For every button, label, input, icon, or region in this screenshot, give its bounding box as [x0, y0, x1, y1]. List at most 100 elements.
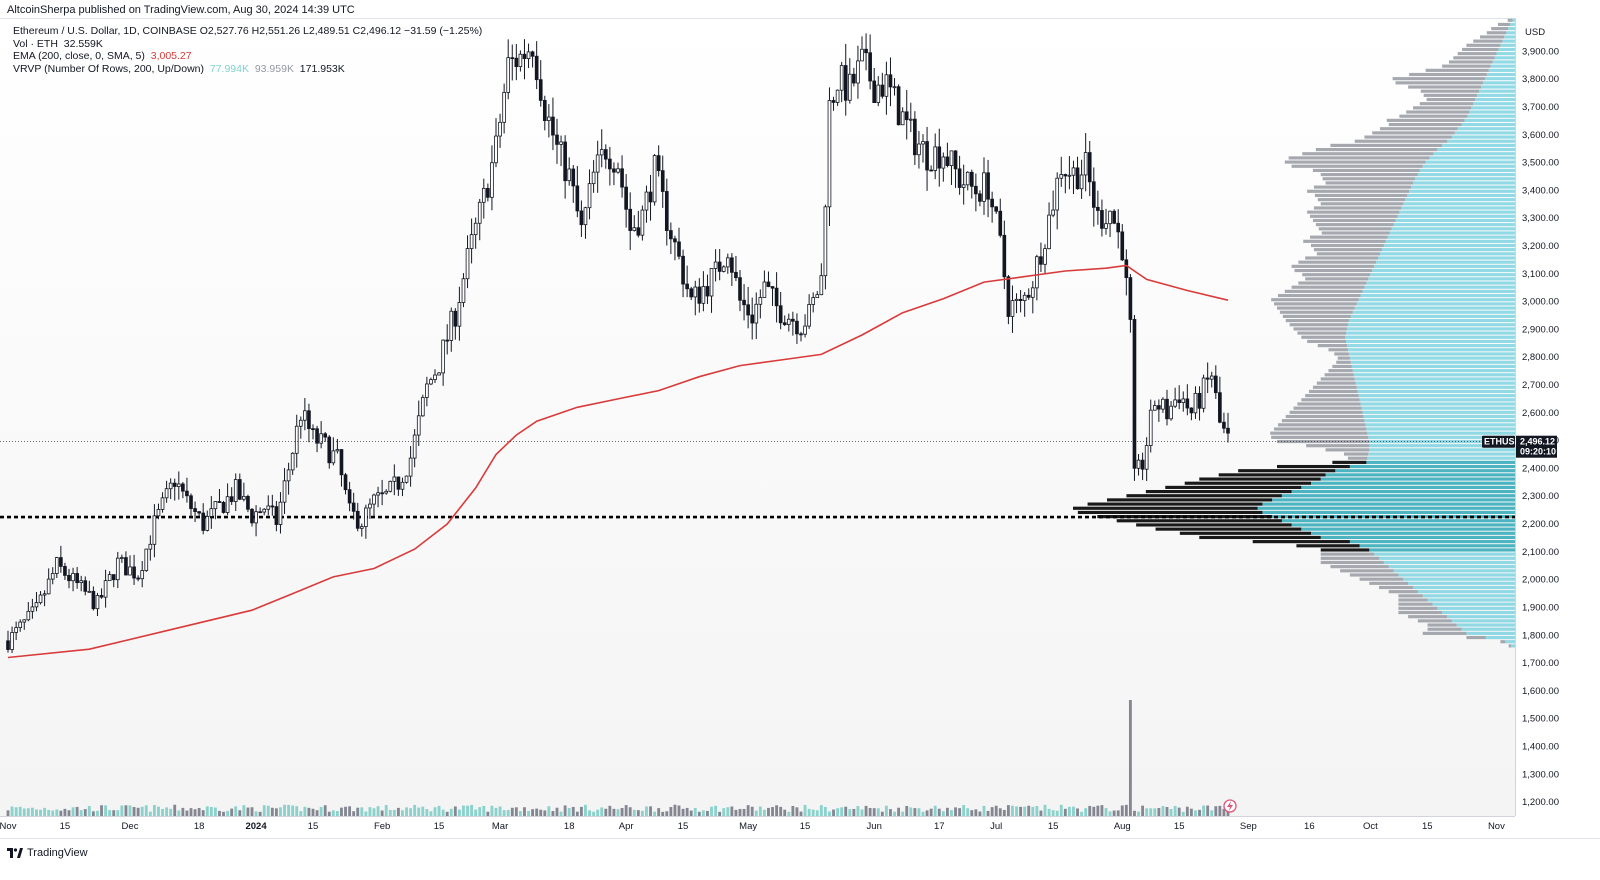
volume-profile-down-row — [1288, 156, 1430, 160]
volume-profile-down-row — [1313, 206, 1402, 210]
volume-profile-up-row — [1461, 122, 1515, 127]
candle-up — [1022, 294, 1027, 301]
candle-down — [791, 318, 795, 322]
volume-profile-up-row — [1422, 594, 1515, 598]
candle-down — [83, 580, 88, 592]
candle-down — [327, 436, 332, 464]
volume-profile-down-row — [1398, 594, 1423, 598]
candle-up — [856, 60, 860, 84]
volume-bar — [1112, 810, 1116, 816]
volume-bar — [266, 805, 270, 816]
volume-bar — [340, 807, 343, 816]
volume-profile-up-row — [1346, 327, 1515, 331]
volume-profile-down-row — [1270, 431, 1368, 435]
volume-bar — [201, 810, 205, 816]
volume-bar — [344, 806, 347, 816]
candle-down — [1116, 222, 1121, 233]
volume-profile-up-row — [1387, 235, 1515, 239]
candle-down — [522, 53, 527, 60]
volume-bar — [91, 811, 95, 816]
volume-profile-up-row — [1291, 489, 1515, 494]
price-axis-label: 1,200.00 — [1522, 797, 1559, 808]
candle-up — [884, 74, 889, 97]
candle-down — [852, 73, 856, 84]
price-axis-label: 1,400.00 — [1522, 741, 1559, 752]
candle-down — [603, 149, 608, 160]
candle-down — [63, 565, 67, 576]
volume-bar — [523, 807, 526, 816]
volume-bar — [1100, 805, 1104, 816]
volume-bar — [364, 811, 368, 816]
volume-bar — [1169, 809, 1173, 816]
candle-down — [738, 277, 742, 301]
volume-bar — [376, 806, 380, 816]
candle-down — [896, 86, 901, 126]
volume-bar — [994, 805, 998, 816]
volume-profile-up-row — [1358, 394, 1515, 398]
volume-bar — [860, 809, 864, 816]
tradingview-brand[interactable]: TradingView — [7, 847, 88, 859]
volume-bar — [685, 807, 689, 816]
volume-profile-down-row — [1344, 452, 1369, 456]
volume-profile-up-row — [1490, 64, 1515, 68]
candle-up — [1043, 248, 1047, 265]
volume-profile-up-row — [1345, 335, 1515, 339]
candle-down — [880, 84, 885, 97]
volume-bar — [567, 808, 571, 816]
time-axis-label: 15 — [678, 821, 689, 832]
volume-profile-down-row — [1318, 227, 1392, 231]
volume-profile-up-row — [1385, 239, 1515, 243]
legend-volume[interactable]: Vol · ETH 32.559K — [13, 38, 482, 51]
volume-profile-up-row — [1488, 68, 1515, 72]
candle-up — [827, 100, 832, 208]
volume-profile-down-row — [1462, 47, 1499, 52]
volume-profile-down-row — [1165, 485, 1302, 489]
candle-down — [937, 146, 942, 169]
volume-bar — [1002, 809, 1006, 816]
volume-profile-down-row — [1107, 498, 1273, 502]
legend-ema[interactable]: EMA (200, close, 0, SMA, 5) 3,005.27 — [13, 50, 482, 63]
volume-profile-down-row — [1296, 544, 1360, 548]
volume-bar — [14, 807, 18, 816]
volume-profile-up-row — [1393, 223, 1515, 227]
candle-up — [506, 57, 511, 93]
price-axis[interactable] — [1515, 18, 1600, 816]
candle-down — [274, 506, 279, 525]
candle-up — [1083, 152, 1088, 176]
candle-down — [656, 155, 661, 172]
candle-up — [762, 281, 767, 298]
candle-up — [376, 492, 380, 496]
volume-profile-down-row — [1480, 35, 1505, 39]
volume-bar — [401, 810, 404, 816]
candle-down — [742, 299, 746, 306]
volume-bar — [856, 806, 860, 816]
candle-down — [486, 187, 490, 198]
candle-down — [986, 172, 990, 200]
legend-vrvp-up: 77.994K — [209, 62, 249, 75]
last-price-tag-label: 2,496.12 — [1520, 437, 1555, 447]
time-axis[interactable] — [0, 816, 1515, 839]
tradingview-logo-icon — [7, 848, 23, 858]
volume-profile-up-row — [1427, 598, 1515, 602]
volume-profile-up-row — [1367, 456, 1515, 460]
volume-profile-up-row — [1505, 640, 1515, 644]
volume-bar — [307, 807, 311, 816]
chart-pane[interactable] — [0, 18, 1515, 817]
candle-down — [990, 198, 994, 208]
volume-profile-down-row — [1282, 314, 1351, 318]
price-axis-label: 1,900.00 — [1522, 602, 1559, 613]
candle-up — [892, 86, 897, 89]
legend-symbol-line[interactable]: Ethereum / U.S. Dollar, 1D, COINBASE O2,… — [13, 25, 483, 37]
volume-bar — [815, 810, 819, 816]
legend-vrvp[interactable]: VRVP (Number Of Rows, 200, Up/Down) 77.9… — [13, 63, 482, 76]
candle-up — [811, 297, 816, 305]
volume-bar — [59, 810, 63, 816]
time-axis-label: 15 — [1174, 821, 1185, 832]
candle-up — [632, 227, 637, 231]
candle-down — [315, 428, 319, 444]
volume-profile-down-row — [1320, 560, 1384, 565]
volume-profile-up-row — [1482, 81, 1515, 85]
candle-down — [705, 286, 710, 297]
candle-up — [758, 297, 763, 305]
candle-down — [913, 118, 917, 156]
